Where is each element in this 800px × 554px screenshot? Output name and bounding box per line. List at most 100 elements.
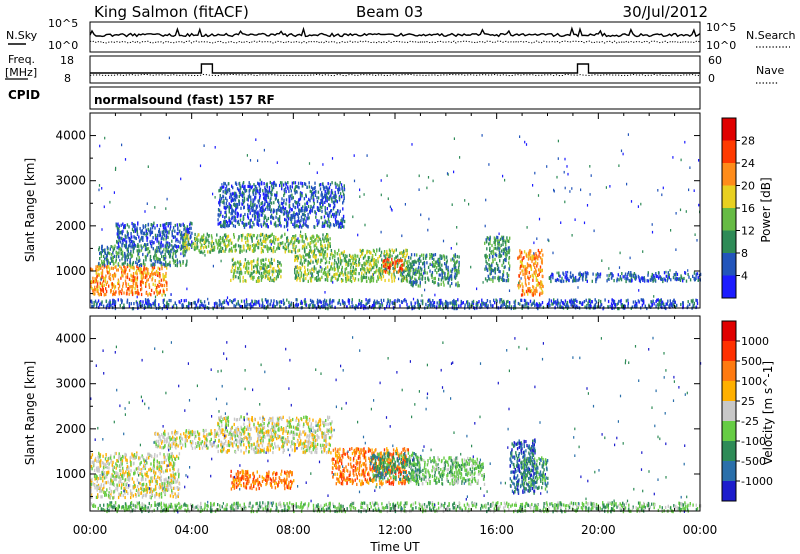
data-cell bbox=[375, 269, 378, 273]
data-cell bbox=[137, 250, 139, 254]
data-cell bbox=[569, 271, 572, 275]
data-cell bbox=[141, 229, 143, 233]
data-cell bbox=[300, 215, 303, 219]
data-cell bbox=[549, 303, 551, 307]
data-cell bbox=[273, 201, 275, 205]
data-cell bbox=[250, 201, 252, 205]
data-cell bbox=[528, 254, 530, 258]
data-cell bbox=[330, 267, 332, 271]
data-cell bbox=[415, 272, 417, 276]
data-cell bbox=[377, 277, 380, 281]
data-cell bbox=[682, 301, 684, 305]
data-cell bbox=[338, 265, 340, 269]
data-cell bbox=[294, 247, 296, 251]
data-cell bbox=[153, 266, 156, 270]
data-cell bbox=[231, 249, 233, 253]
data-cell bbox=[224, 210, 226, 215]
data-cell bbox=[241, 238, 243, 242]
data-cell bbox=[126, 223, 129, 227]
data-cell bbox=[504, 253, 507, 257]
data-cell bbox=[509, 236, 511, 240]
data-cell bbox=[251, 237, 253, 241]
data-cell bbox=[179, 247, 182, 251]
data-cell bbox=[165, 226, 167, 230]
data-cell bbox=[174, 223, 176, 228]
data-cell bbox=[313, 186, 315, 190]
data-cell bbox=[117, 242, 120, 246]
data-cell bbox=[524, 281, 527, 285]
data-cell bbox=[388, 305, 390, 309]
data-cell bbox=[187, 229, 189, 233]
data-cell bbox=[277, 237, 280, 241]
data-cell bbox=[133, 240, 135, 245]
data-cell bbox=[158, 279, 161, 284]
data-cell bbox=[397, 298, 399, 302]
data-cell bbox=[657, 303, 659, 307]
data-cell bbox=[232, 274, 234, 278]
data-cell bbox=[306, 201, 309, 205]
data-cell bbox=[164, 222, 166, 227]
data-cell bbox=[229, 192, 232, 196]
data-cell bbox=[228, 243, 230, 247]
data-cell bbox=[692, 304, 694, 308]
data-cell bbox=[360, 276, 362, 280]
data-cell bbox=[165, 263, 167, 267]
data-cell bbox=[524, 275, 526, 279]
data-cell bbox=[302, 273, 305, 277]
data-cell bbox=[418, 261, 420, 265]
data-cell bbox=[401, 279, 403, 283]
data-cell bbox=[236, 203, 238, 207]
data-cell bbox=[565, 305, 567, 309]
data-cell bbox=[271, 269, 273, 273]
data-cell bbox=[254, 299, 256, 303]
data-cell bbox=[455, 303, 458, 307]
data-cell bbox=[392, 261, 394, 265]
data-cell bbox=[417, 284, 419, 288]
data-cell bbox=[387, 260, 389, 264]
data-cell bbox=[288, 195, 290, 199]
data-cell bbox=[119, 231, 122, 235]
data-cell bbox=[217, 243, 220, 247]
data-cell bbox=[101, 248, 103, 252]
data-cell bbox=[241, 234, 244, 238]
data-cell bbox=[145, 267, 147, 271]
data-cell bbox=[667, 299, 669, 303]
data-cell bbox=[253, 247, 255, 251]
data-cell bbox=[118, 239, 120, 243]
data-cell bbox=[454, 272, 456, 276]
data-cell bbox=[205, 236, 207, 240]
data-cell bbox=[506, 253, 508, 257]
data-cell bbox=[135, 300, 138, 304]
data-cell bbox=[134, 244, 137, 248]
data-cell bbox=[529, 287, 531, 291]
data-cell bbox=[252, 205, 254, 209]
data-cell bbox=[326, 233, 328, 237]
data-cell bbox=[169, 225, 172, 229]
data-cell bbox=[136, 272, 138, 276]
data-cell bbox=[588, 305, 590, 309]
data-cell bbox=[596, 305, 598, 309]
data-cell bbox=[328, 220, 330, 224]
data-cell bbox=[274, 221, 277, 225]
data-cell bbox=[144, 225, 146, 229]
data-cell bbox=[226, 245, 228, 249]
data-cell bbox=[293, 235, 295, 239]
data-cell bbox=[303, 213, 305, 217]
data-cell bbox=[163, 255, 165, 259]
data-cell bbox=[309, 189, 311, 193]
data-cell bbox=[300, 271, 303, 275]
data-cell bbox=[286, 236, 288, 241]
data-cell bbox=[122, 262, 125, 266]
data-cell bbox=[151, 276, 154, 280]
data-cell bbox=[338, 212, 340, 216]
data-cell bbox=[293, 248, 295, 252]
data-cell bbox=[168, 298, 170, 303]
data-cell bbox=[298, 198, 301, 202]
data-cell bbox=[275, 235, 277, 240]
data-cell bbox=[334, 251, 336, 255]
data-cell bbox=[406, 252, 408, 256]
data-cell bbox=[271, 278, 273, 282]
data-cell bbox=[247, 266, 250, 270]
data-cell bbox=[316, 222, 319, 226]
data-cell bbox=[330, 276, 333, 281]
